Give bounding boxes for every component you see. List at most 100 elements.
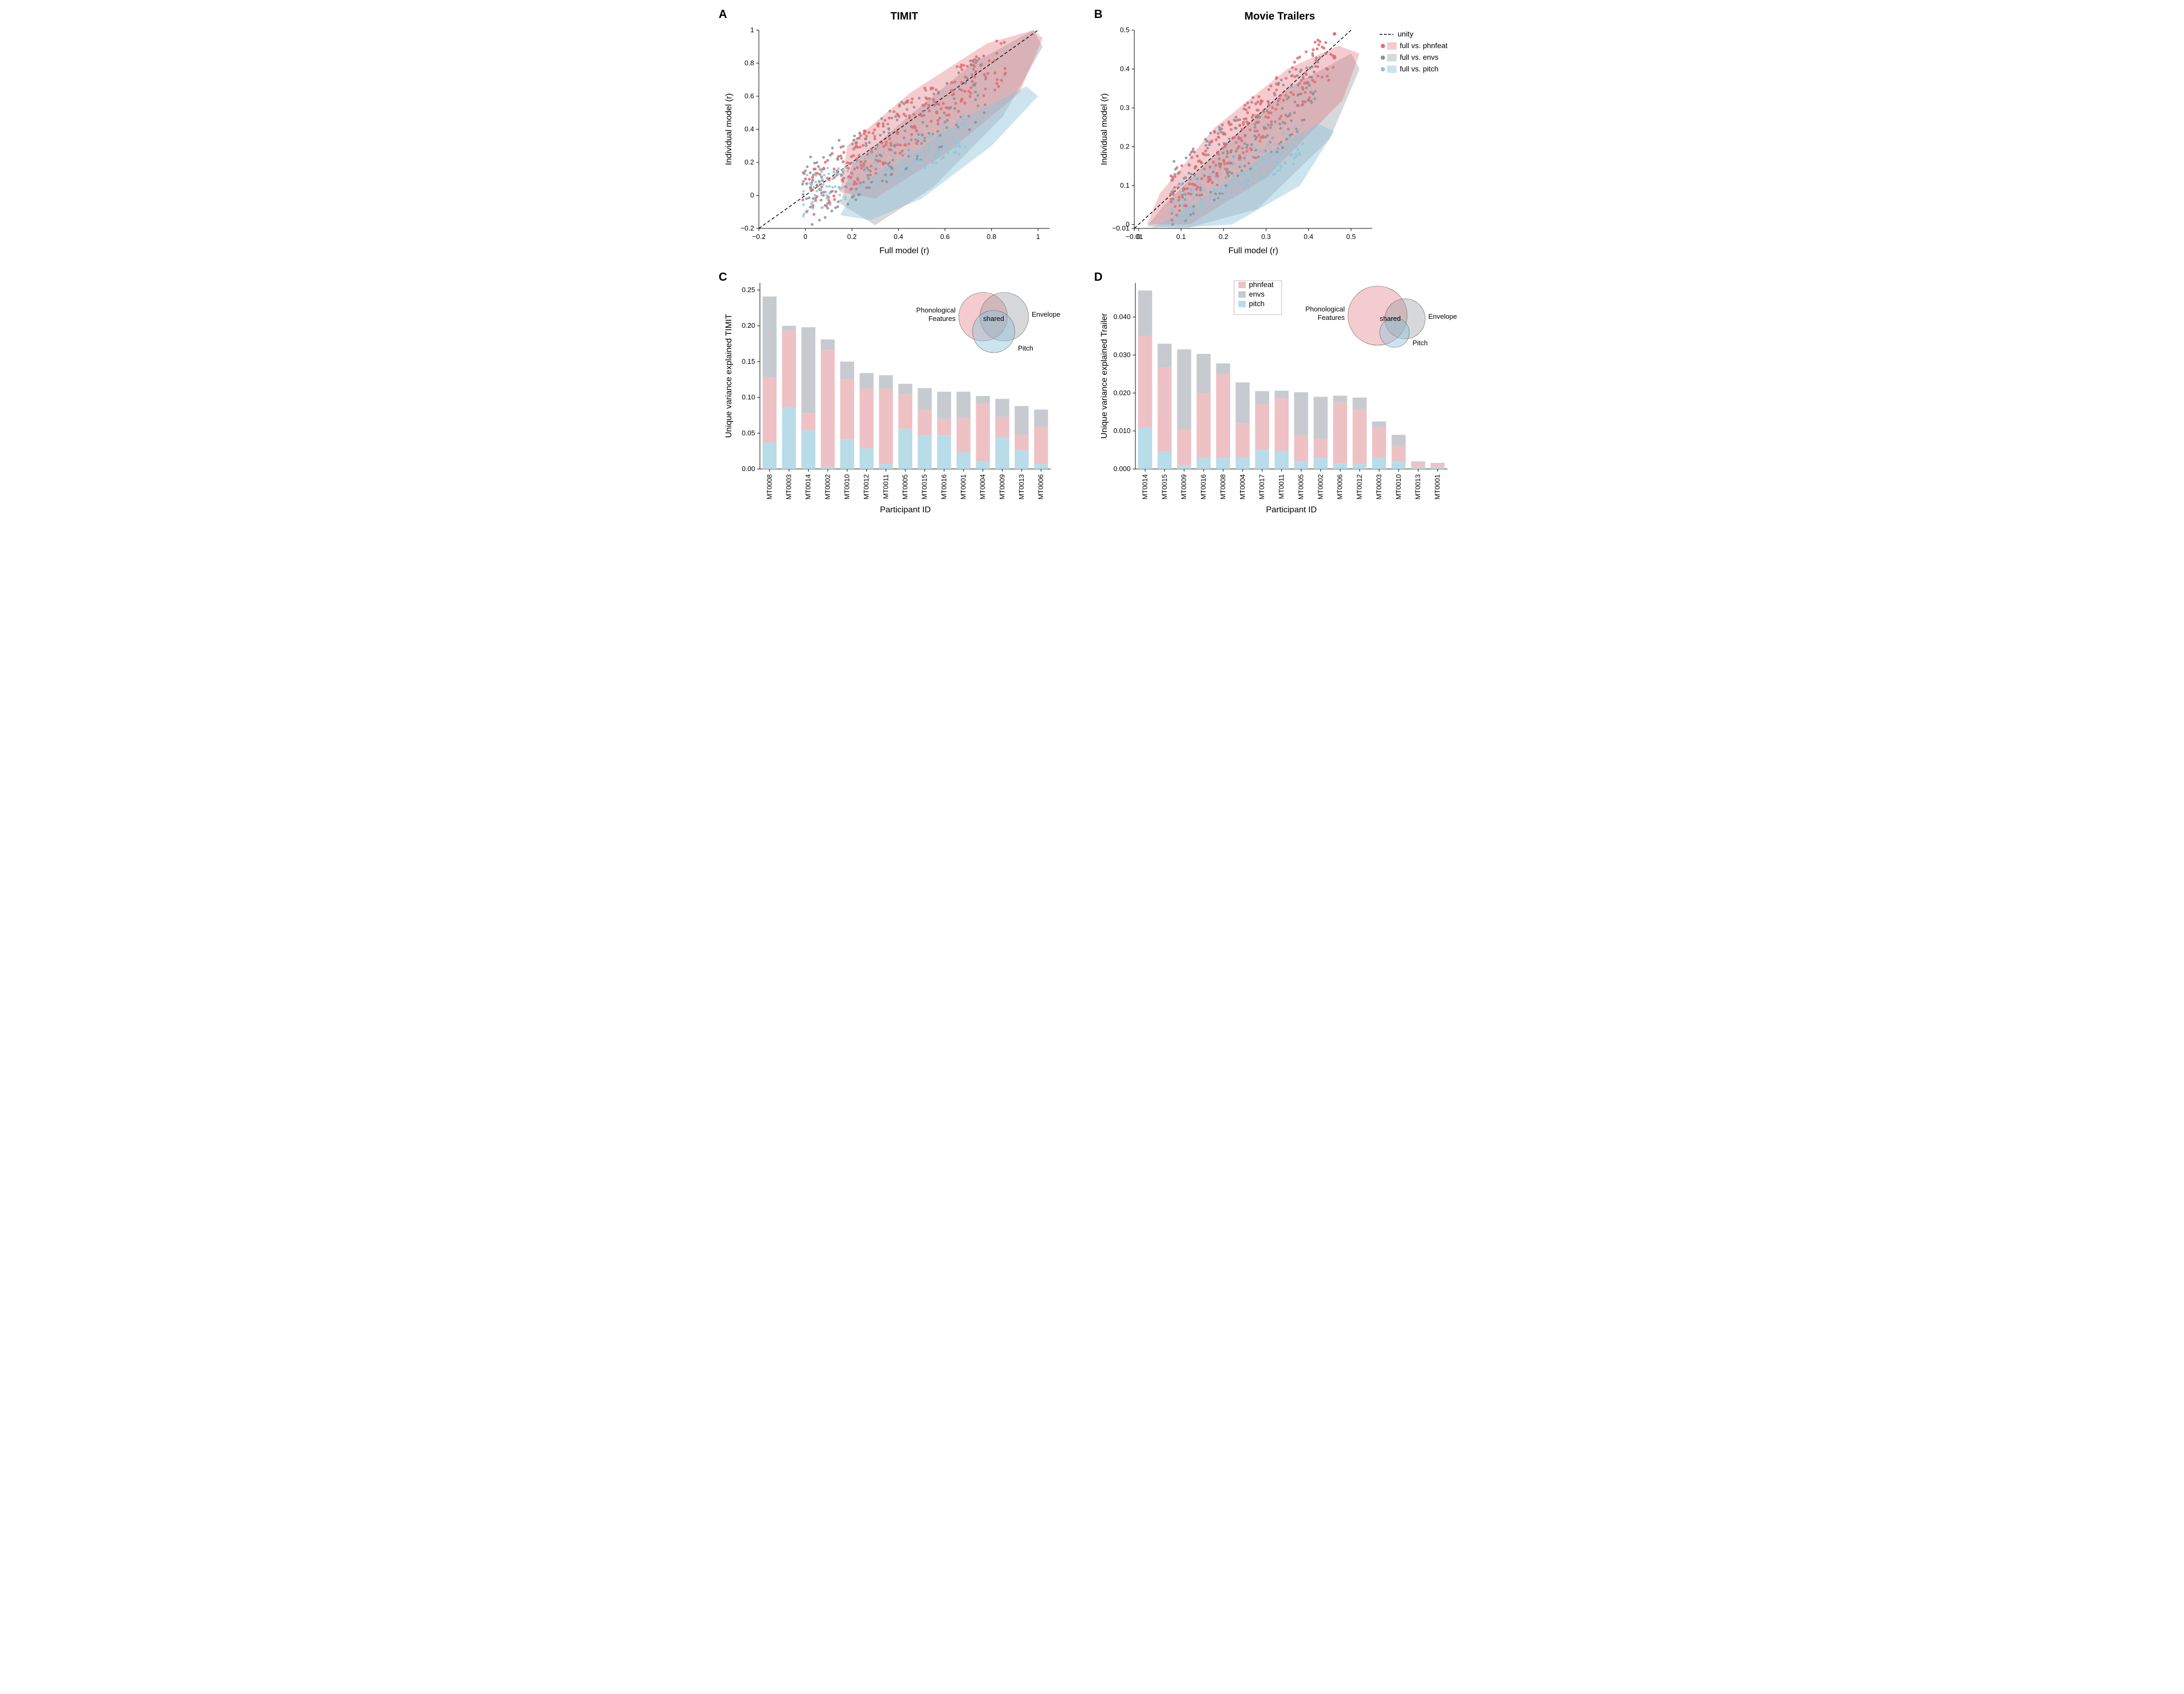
svg-text:0.000: 0.000 [1113, 465, 1131, 473]
svg-text:0.3: 0.3 [1261, 233, 1271, 241]
svg-text:MT0002: MT0002 [1316, 474, 1324, 500]
panel-a-title: TIMIT [722, 11, 1087, 23]
svg-text:0: 0 [750, 191, 754, 199]
svg-text:0.25: 0.25 [742, 286, 755, 294]
svg-text:Features: Features [1318, 314, 1345, 321]
svg-text:phnfeat: phnfeat [1249, 280, 1274, 289]
scatter-trailers: −0.0100.10.20.30.40.5−0.0100.10.20.30.40… [1097, 25, 1457, 257]
svg-text:MT0009: MT0009 [1180, 474, 1188, 500]
svg-text:0.1: 0.1 [1176, 233, 1186, 241]
svg-text:full vs. pitch: full vs. pitch [1400, 65, 1438, 73]
panel-a: A TIMIT −0.200.20.40.60.81−0.200.20.40.6… [722, 11, 1087, 257]
scatter-timit: −0.200.20.40.60.81−0.200.20.40.60.81Full… [722, 25, 1060, 257]
svg-text:Pitch: Pitch [1018, 344, 1033, 352]
svg-text:MT0008: MT0008 [1219, 474, 1227, 500]
svg-text:full vs. phnfeat: full vs. phnfeat [1400, 41, 1447, 50]
svg-text:0.4: 0.4 [894, 233, 903, 241]
figure-grid: A TIMIT −0.200.20.40.60.81−0.200.20.40.6… [722, 11, 1462, 517]
svg-text:MT0005: MT0005 [901, 474, 909, 500]
svg-text:0.4: 0.4 [1120, 65, 1130, 73]
svg-text:full vs. envs: full vs. envs [1400, 53, 1438, 61]
svg-text:0.05: 0.05 [742, 429, 755, 437]
svg-text:Full model (r): Full model (r) [1228, 246, 1278, 255]
svg-text:0.15: 0.15 [742, 357, 755, 365]
panel-d-label: D [1094, 270, 1103, 284]
svg-text:Participant ID: Participant ID [1266, 505, 1317, 514]
svg-text:0.6: 0.6 [745, 92, 754, 100]
svg-text:MT0003: MT0003 [785, 474, 793, 500]
panel-a-label: A [719, 7, 727, 21]
svg-text:0.010: 0.010 [1113, 427, 1131, 435]
svg-text:−0.2: −0.2 [752, 233, 766, 241]
svg-text:0.2: 0.2 [1219, 233, 1228, 241]
svg-text:MT0014: MT0014 [1141, 474, 1149, 500]
svg-text:Individual model (r): Individual model (r) [1100, 93, 1109, 165]
svg-text:0.8: 0.8 [745, 59, 754, 67]
svg-text:0.030: 0.030 [1113, 351, 1131, 358]
svg-text:Phonological: Phonological [1306, 305, 1345, 313]
svg-text:0.6: 0.6 [940, 233, 950, 241]
panel-b-title: Movie Trailers [1097, 11, 1462, 23]
svg-text:shared: shared [1380, 315, 1401, 323]
svg-text:MT0001: MT0001 [1434, 474, 1442, 500]
svg-text:0: 0 [1126, 220, 1130, 228]
svg-text:Unique variance explained Trai: Unique variance explained Trailer [1100, 313, 1109, 439]
svg-text:1: 1 [750, 26, 754, 34]
svg-text:MT0012: MT0012 [1355, 474, 1363, 500]
svg-text:MT0003: MT0003 [1375, 474, 1383, 500]
svg-text:0.020: 0.020 [1113, 389, 1131, 397]
svg-text:MT0013: MT0013 [1414, 474, 1422, 500]
svg-text:0.3: 0.3 [1120, 104, 1130, 112]
svg-text:envs: envs [1249, 290, 1265, 298]
svg-text:MT0006: MT0006 [1037, 474, 1045, 500]
svg-text:0.5: 0.5 [1120, 26, 1130, 34]
panel-c-label: C [719, 270, 727, 284]
panel-b-label: B [1094, 7, 1103, 21]
svg-text:MT0015: MT0015 [921, 474, 929, 500]
svg-text:MT0016: MT0016 [1199, 474, 1207, 500]
svg-text:MT0005: MT0005 [1297, 474, 1305, 500]
svg-text:0.4: 0.4 [1304, 233, 1313, 241]
svg-text:MT0010: MT0010 [843, 474, 851, 500]
svg-text:0: 0 [1136, 233, 1140, 241]
svg-text:MT0010: MT0010 [1394, 474, 1402, 500]
svg-text:0.20: 0.20 [742, 321, 755, 329]
svg-text:0.8: 0.8 [987, 233, 996, 241]
svg-text:Individual model (r): Individual model (r) [724, 93, 733, 165]
svg-text:Pitch: Pitch [1412, 339, 1428, 347]
svg-text:0.1: 0.1 [1120, 181, 1130, 189]
svg-text:0.2: 0.2 [847, 233, 857, 241]
svg-text:−0.2: −0.2 [740, 224, 754, 232]
svg-text:0.4: 0.4 [745, 125, 754, 133]
svg-text:MT0011: MT0011 [882, 474, 889, 499]
bar-timit: 0.000.050.100.150.200.25MT0008MT0003MT00… [722, 273, 1060, 517]
svg-text:Participant ID: Participant ID [880, 505, 931, 514]
svg-text:Envelope: Envelope [1032, 310, 1060, 318]
svg-text:MT0006: MT0006 [1336, 474, 1344, 500]
svg-text:0.040: 0.040 [1113, 313, 1131, 321]
svg-text:Envelope: Envelope [1428, 312, 1457, 320]
svg-text:0.10: 0.10 [742, 393, 755, 401]
svg-text:MT0014: MT0014 [804, 474, 812, 500]
svg-text:MT0001: MT0001 [959, 474, 967, 500]
svg-text:0.5: 0.5 [1346, 233, 1356, 241]
svg-text:0.2: 0.2 [1120, 143, 1130, 151]
svg-text:Phonological: Phonological [916, 306, 956, 314]
svg-text:0.2: 0.2 [745, 158, 754, 166]
svg-text:MT0017: MT0017 [1258, 474, 1266, 500]
svg-text:MT0016: MT0016 [940, 474, 948, 500]
svg-text:0: 0 [803, 233, 807, 241]
svg-text:pitch: pitch [1249, 299, 1265, 308]
svg-text:MT0002: MT0002 [823, 474, 831, 500]
panel-c: C 0.000.050.100.150.200.25MT0008MT0003MT… [722, 273, 1087, 517]
svg-text:MT0009: MT0009 [998, 474, 1006, 500]
panel-d: D 0.0000.0100.0200.0300.040MT0014MT0015M… [1097, 273, 1462, 517]
panel-b: B Movie Trailers −0.0100.10.20.30.40.5−0… [1097, 11, 1462, 257]
svg-text:MT0013: MT0013 [1017, 474, 1025, 500]
svg-text:Full model (r): Full model (r) [879, 246, 929, 255]
svg-text:Unique variance explained TIMI: Unique variance explained TIMIT [724, 314, 733, 438]
svg-text:shared: shared [983, 315, 1004, 323]
bar-trailers: 0.0000.0100.0200.0300.040MT0014MT0015MT0… [1097, 273, 1457, 517]
svg-text:MT0004: MT0004 [979, 474, 987, 500]
svg-text:MT0011: MT0011 [1278, 474, 1286, 499]
